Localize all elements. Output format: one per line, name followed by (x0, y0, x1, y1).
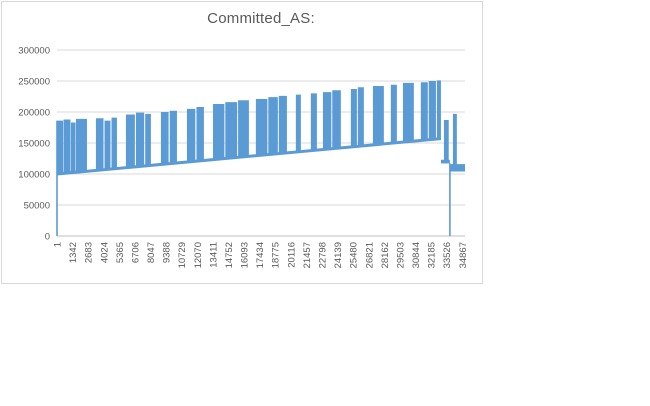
svg-text:16093: 16093 (240, 242, 251, 268)
svg-text:8047: 8047 (146, 242, 157, 263)
svg-text:29503: 29503 (395, 242, 406, 268)
committed-as-chart: 0 50000 100000 150000 200000 250000 300000 1 134… (18, 46, 469, 269)
svg-text:30844: 30844 (411, 242, 422, 268)
svg-text:200000: 200000 (18, 108, 50, 119)
svg-text:4024: 4024 (99, 242, 110, 263)
svg-text:250000: 250000 (18, 77, 50, 88)
svg-text:28162: 28162 (380, 242, 391, 268)
svg-text:12070: 12070 (193, 242, 204, 268)
y-axis-labels: 0 50000 100000 150000 200000 250000 300000 (18, 46, 50, 243)
svg-text:20116: 20116 (286, 242, 297, 268)
svg-text:33526: 33526 (442, 242, 453, 268)
svg-text:24139: 24139 (333, 242, 344, 268)
svg-text:1342: 1342 (68, 242, 79, 263)
chart-frame[interactable]: Committed_AS: 0 50000 100000 150000 200000 25… (1, 1, 483, 284)
svg-text:5365: 5365 (115, 242, 126, 263)
x-axis-labels: 1 1342 2683 4024 5365 6706 8047 9388 10729 12070 1… (53, 242, 469, 268)
svg-text:6706: 6706 (130, 242, 141, 263)
svg-text:50000: 50000 (24, 201, 50, 212)
svg-text:150000: 150000 (18, 139, 50, 150)
svg-text:10729: 10729 (177, 242, 188, 268)
svg-text:1: 1 (53, 242, 64, 247)
svg-text:17434: 17434 (255, 242, 266, 268)
svg-text:25480: 25480 (349, 242, 360, 268)
svg-text:22798: 22798 (317, 242, 328, 268)
svg-text:26821: 26821 (364, 242, 375, 268)
series-committed-as (56, 80, 465, 236)
svg-text:18775: 18775 (271, 242, 282, 268)
svg-text:0: 0 (45, 232, 50, 243)
svg-text:14752: 14752 (224, 242, 235, 268)
svg-text:100000: 100000 (18, 170, 50, 181)
svg-text:32185: 32185 (427, 242, 438, 268)
svg-text:300000: 300000 (18, 46, 50, 57)
svg-text:21457: 21457 (302, 242, 313, 268)
svg-text:13411: 13411 (208, 242, 219, 268)
svg-text:34867: 34867 (458, 242, 469, 268)
svg-text:2683: 2683 (84, 242, 95, 263)
chart-title: Committed_AS: (207, 10, 315, 27)
svg-text:9388: 9388 (162, 242, 173, 263)
